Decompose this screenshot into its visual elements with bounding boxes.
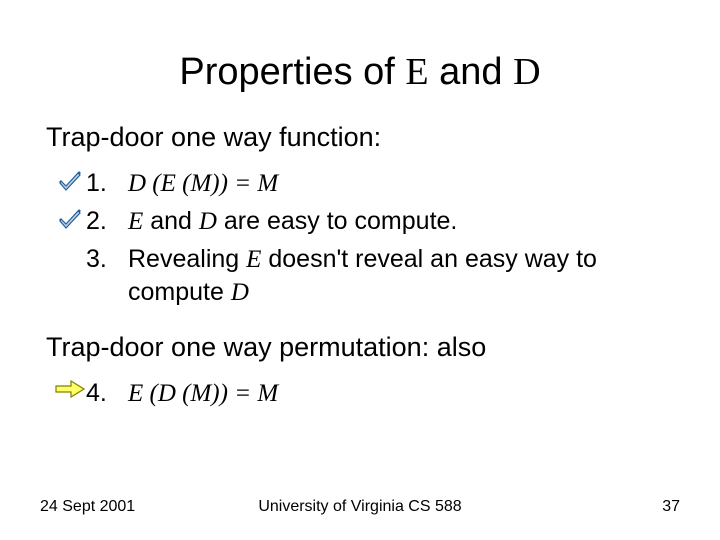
item-content: D (E (M)) = M: [128, 167, 680, 201]
list-item: 1. D (E (M)) = M: [54, 167, 680, 201]
subheading-2: Trap-door one way permutation: also: [40, 332, 680, 363]
title-text-E: E: [405, 51, 428, 93]
title-text-1: Properties of: [179, 51, 405, 93]
footer: 24 Sept 2001 University of Virginia CS 5…: [0, 498, 720, 516]
slide-number: 37: [662, 498, 680, 516]
footer-center: University of Virginia CS 588: [258, 498, 461, 516]
arrow-icon: [54, 377, 86, 398]
list-item: 3. Revealing E doesn't reveal an easy wa…: [54, 243, 680, 311]
check-icon: [54, 167, 86, 192]
title-text-D: D: [513, 51, 540, 93]
check-icon: [54, 205, 86, 230]
item-number: 3.: [86, 243, 128, 277]
list-item: 4. E (D (M)) = M: [54, 377, 680, 411]
footer-date: 24 Sept 2001: [40, 498, 135, 516]
item-number: 4.: [86, 377, 128, 411]
item-number: 2.: [86, 205, 128, 239]
item-content: Revealing E doesn't reveal an easy way t…: [128, 243, 680, 311]
list-2: 4. E (D (M)) = M: [40, 377, 680, 411]
list-item: 2. E and D are easy to compute.: [54, 205, 680, 239]
item-content: E and D are easy to compute.: [128, 205, 680, 239]
item-content: E (D (M)) = M: [128, 377, 680, 411]
title-text-2: and: [429, 51, 514, 93]
subheading-1: Trap-door one way function:: [40, 122, 680, 153]
item-number: 1.: [86, 167, 128, 201]
blank-marker: [54, 243, 86, 246]
slide-title: Properties of E and D: [40, 50, 680, 94]
list-1: 1. D (E (M)) = M 2. E and D are easy to …: [40, 167, 680, 310]
